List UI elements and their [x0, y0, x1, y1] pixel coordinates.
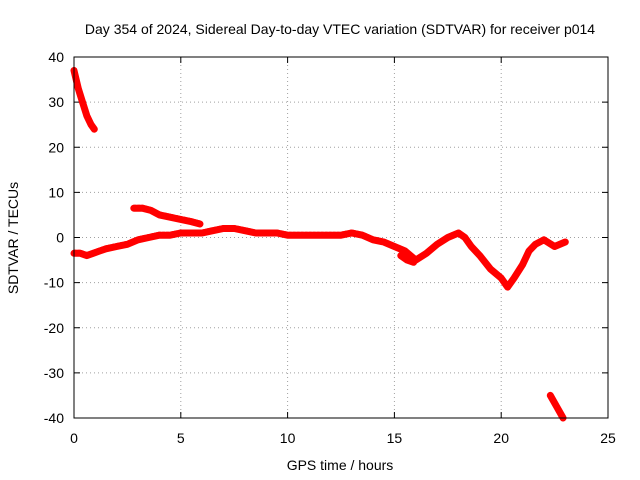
x-tick-label: 25	[600, 430, 616, 446]
series-sdtvar-main-texture	[72, 225, 567, 287]
x-tick-label: 0	[70, 430, 78, 446]
series-sdtvar-dip	[397, 252, 418, 266]
y-tick-label: 20	[48, 139, 64, 155]
x-tick-labels: 0 5 10 15 20 25	[70, 430, 616, 446]
y-tick-label: -20	[44, 320, 64, 336]
y-axis-label: SDTVAR / TECUs	[5, 182, 21, 294]
series-sdtvar-upper-arc	[130, 204, 204, 228]
series-sdtvar-upper-arc-texture	[132, 204, 202, 224]
series-sdtvar-dip-texture	[399, 252, 416, 262]
x-tick-label: 10	[280, 430, 296, 446]
y-tick-label: -10	[44, 275, 64, 291]
x-tick-label: 5	[177, 430, 185, 446]
y-tick-label: 10	[48, 184, 64, 200]
chart-title: Day 354 of 2024, Sidereal Day-to-day VTE…	[85, 21, 595, 37]
series-sdtvar-main	[70, 225, 569, 291]
y-tick-label: 40	[48, 49, 64, 65]
x-axis-label: GPS time / hours	[287, 457, 394, 473]
y-tick-label: 30	[48, 94, 64, 110]
y-tick-label: -40	[44, 410, 64, 426]
x-tick-label: 20	[493, 430, 509, 446]
x-tick-label: 15	[387, 430, 403, 446]
y-tick-labels: 40 30 20 10 0 -10 -20 -30 -40	[44, 49, 64, 426]
data-series	[70, 67, 569, 422]
y-tick-label: -30	[44, 365, 64, 381]
plot-frame	[73, 56, 609, 419]
series-sdtvar-late-texture	[548, 391, 565, 418]
y-tick-label: 0	[56, 230, 64, 246]
series-sdtvar-early-texture	[72, 67, 96, 129]
